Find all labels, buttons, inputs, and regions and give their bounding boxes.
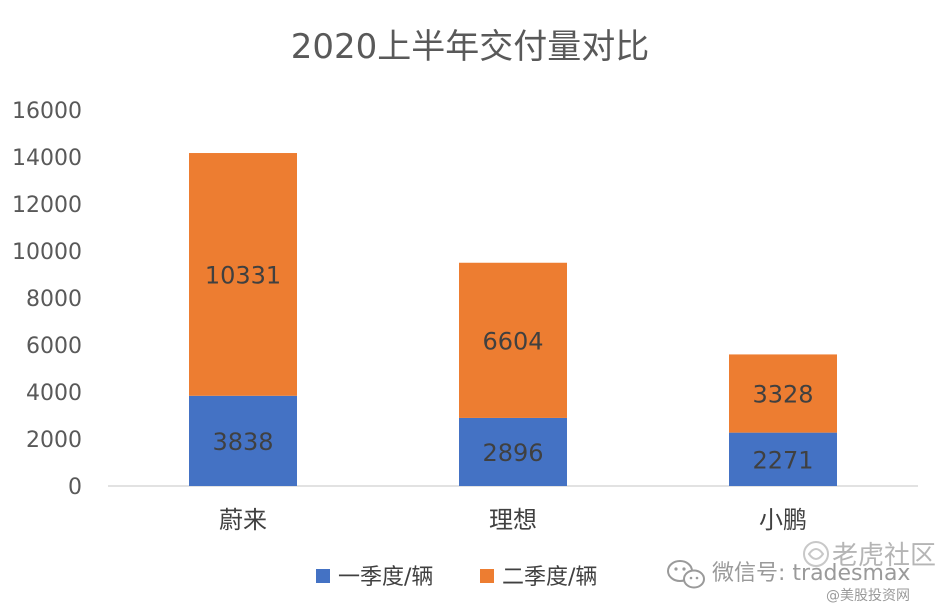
y-tick-label: 12000 [12, 193, 82, 218]
bar-segment [729, 432, 837, 486]
x-axis: 蔚来 理想 小鹏 [219, 506, 807, 534]
y-tick-label: 10000 [12, 240, 82, 265]
legend-swatch [316, 569, 330, 583]
x-category-label: 蔚来 [219, 506, 267, 534]
tiger-logo-icon [803, 541, 829, 567]
y-tick-label: 6000 [26, 334, 82, 359]
watermark-site: @美股投资网 [826, 588, 910, 604]
bar-segment [189, 153, 297, 396]
bar-value-label: 2271 [752, 446, 813, 474]
bar-segment [189, 395, 297, 486]
watermark-community: 老虎社区 [832, 541, 936, 571]
chart-title: 2020上半年交付量对比 [291, 27, 650, 67]
legend-label: 二季度/辆 [502, 565, 597, 590]
bar-segment [459, 262, 567, 418]
bar-value-label: 3328 [752, 381, 813, 409]
y-tick-label: 16000 [12, 99, 82, 124]
legend-swatch [480, 569, 494, 583]
bar-segment [729, 354, 837, 433]
bar-value-label: 2896 [482, 439, 543, 467]
y-tick-label: 8000 [26, 287, 82, 312]
legend-label: 一季度/辆 [338, 565, 433, 590]
y-tick-label: 14000 [12, 146, 82, 171]
bar-value-label: 10331 [205, 261, 281, 289]
x-category-label: 理想 [489, 506, 537, 534]
bar-value-label: 3838 [212, 428, 273, 456]
legend: 一季度/辆 二季度/辆 [316, 565, 597, 590]
y-tick-label: 0 [68, 475, 82, 500]
bar-segment [459, 417, 567, 486]
y-tick-label: 4000 [26, 381, 82, 406]
wechat-icon [667, 560, 705, 589]
y-tick-label: 2000 [26, 428, 82, 453]
bar-value-label: 6604 [482, 327, 543, 355]
bars-group: 3838 10331 2896 6604 2271 3328 [189, 153, 837, 486]
x-category-label: 小鹏 [759, 506, 807, 534]
y-axis: 0 2000 4000 6000 8000 10000 12000 14000 16000 [12, 99, 82, 500]
watermark: 微信号: tradesmax 老虎社区 @美股投资网 [667, 541, 936, 604]
